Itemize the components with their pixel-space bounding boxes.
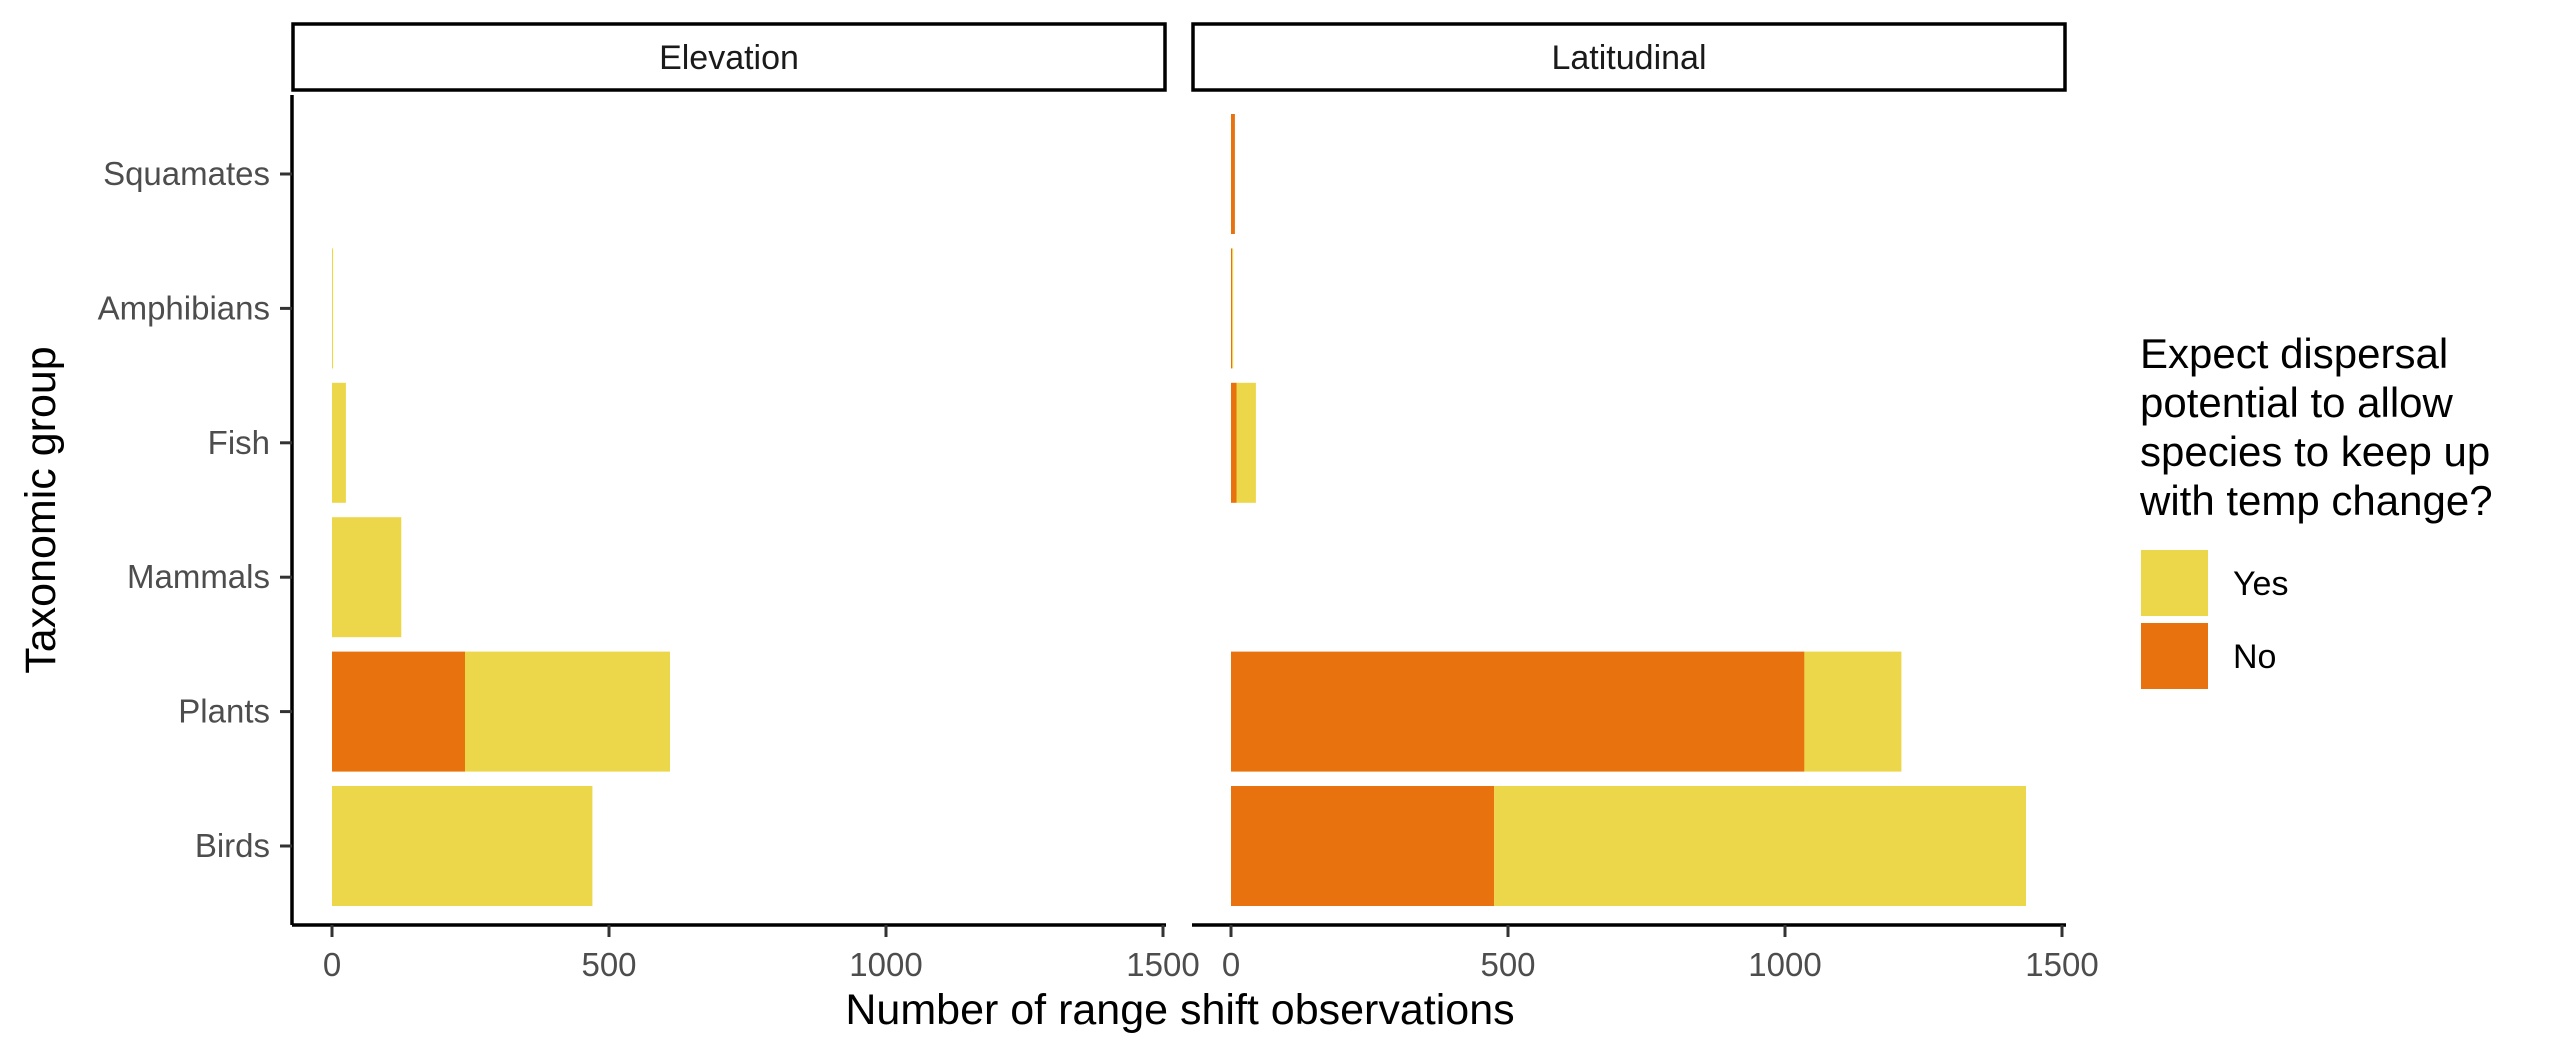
strip-label-latitudinal: Latitudinal [1551,39,1706,77]
bar-latitudinal-amphibians-yes [1232,248,1234,369]
legend-title-line-3: species to keep up [2140,428,2490,475]
x-tick-label: 1000 [849,946,922,983]
x-tick-label: 1500 [1126,946,1199,983]
bar-latitudinal-fish-yes [1236,382,1256,503]
panel-latitudinal: Latitudinal 0 500 1000 1500 [1191,22,2099,983]
legend: Expect dispersal potential to allow spec… [2139,330,2493,689]
bar-elevation-plants-yes [465,651,670,772]
y-tick-label: Fish [208,424,270,461]
y-tick-label: Mammals [127,558,270,595]
legend-title-line-2: potential to allow [2140,379,2454,426]
bar-latitudinal-amphibians-no [1231,248,1233,369]
bar-elevation-mammals-yes [332,517,402,638]
x-tick-label: 500 [581,946,636,983]
legend-title-line-1: Expect dispersal [2140,330,2448,377]
x-tick-label: 1500 [2025,946,2098,983]
x-tick-label: 0 [1222,946,1240,983]
legend-title-line-4: with temp change? [2139,477,2493,524]
bar-latitudinal-birds-no [1231,786,1495,906]
bar-latitudinal-plants-yes [1804,651,1902,772]
panel-elevation: Elevation 0 500 1000 1500 [290,22,1200,983]
bar-latitudinal-fish-no [1231,382,1237,503]
bars-elevation [332,248,670,906]
bar-elevation-fish-yes [332,382,346,503]
y-axis-title: Taxonomic group [17,346,65,673]
bar-latitudinal-plants-no [1231,651,1805,772]
bar-elevation-birds-yes [332,786,593,906]
y-ticks: Birds Plants Mammals Fish Amphibians Squamate… [98,155,292,864]
x-tick-label: 0 [323,946,341,983]
x-ticks-elevation: 0 500 1000 1500 [323,925,1200,983]
bar-latitudinal-birds-yes [1494,786,2026,906]
x-tick-label: 500 [1480,946,1535,983]
legend-key-no [2141,623,2208,689]
strip-latitudinal [1191,22,2067,92]
bars-latitudinal [1231,114,2026,906]
x-tick-label: 1000 [1748,946,1821,983]
strip-label-elevation: Elevation [659,39,799,77]
y-tick-label: Birds [195,827,270,864]
bar-elevation-amphibians-yes [332,248,334,369]
bar-latitudinal-squamates-no [1231,114,1235,234]
x-axis-title: Number of range shift observations [845,986,1514,1034]
legend-label-yes: Yes [2233,565,2288,603]
bar-elevation-plants-no [332,651,465,772]
legend-key-yes [2141,550,2208,616]
y-tick-label: Plants [178,693,270,730]
y-tick-label: Amphibians [98,289,270,326]
legend-label-no: No [2233,638,2276,676]
y-tick-label: Squamates [103,155,270,192]
strip-elevation [291,22,1167,92]
x-ticks-latitudinal: 0 500 1000 1500 [1222,925,2099,983]
